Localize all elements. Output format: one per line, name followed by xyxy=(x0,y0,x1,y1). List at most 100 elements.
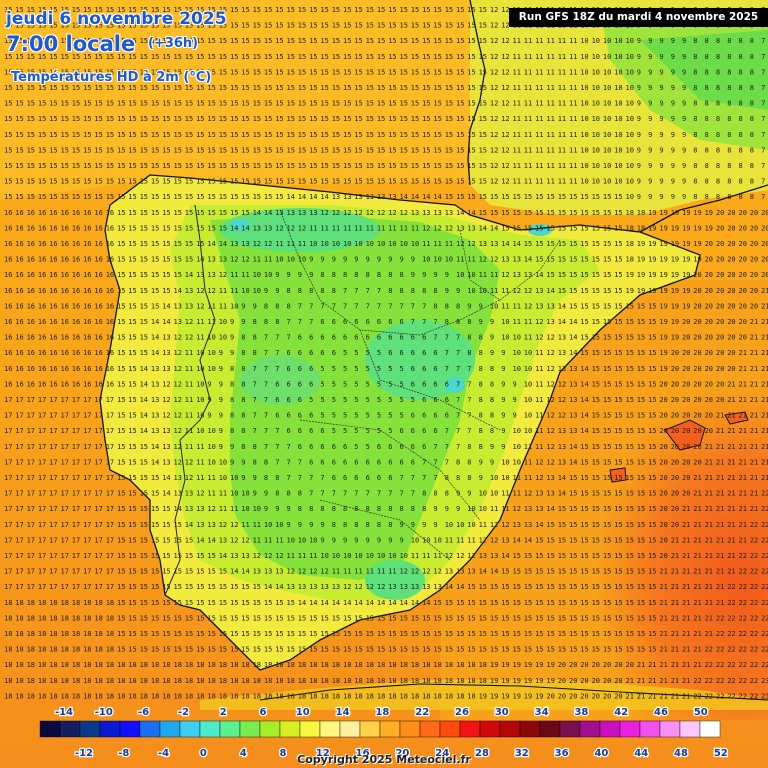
grid-value: 18 xyxy=(117,692,125,700)
grid-value: 16 xyxy=(94,318,102,326)
legend-top-label: 26 xyxy=(455,707,469,718)
grid-value: 14 xyxy=(151,443,159,451)
grid-value: 18 xyxy=(83,614,91,622)
grid-value: 21 xyxy=(739,380,747,388)
grid-value: 15 xyxy=(422,630,430,638)
grid-value: 11 xyxy=(569,53,577,61)
grid-value: 21 xyxy=(750,396,758,404)
grid-value: 15 xyxy=(174,521,182,529)
grid-value: 17 xyxy=(61,427,69,435)
grid-value: 10 xyxy=(490,474,498,482)
grid-value: 15 xyxy=(377,178,385,186)
grid-value: 8 xyxy=(332,271,336,279)
grid-value: 15 xyxy=(207,53,215,61)
grid-value: 12 xyxy=(558,412,566,420)
grid-value: 15 xyxy=(603,474,611,482)
grid-value: 15 xyxy=(27,68,35,76)
grid-value: 16 xyxy=(49,334,57,342)
grid-value: 15 xyxy=(298,646,306,654)
grid-value: 14 xyxy=(422,193,430,201)
grid-value: 10 xyxy=(614,178,622,186)
grid-value: 16 xyxy=(83,365,91,373)
grid-value: 10 xyxy=(490,302,498,310)
grid-value: 15 xyxy=(162,614,170,622)
grid-value: 22 xyxy=(739,646,747,654)
grid-value: 17 xyxy=(4,552,12,560)
grid-value: 15 xyxy=(479,6,487,14)
grid-value: 15 xyxy=(140,131,148,139)
grid-value: 16 xyxy=(61,240,69,248)
grid-value: 11 xyxy=(309,224,317,232)
grid-value: 10 xyxy=(603,37,611,45)
grid-value: 20 xyxy=(671,396,679,404)
grid-value: 11 xyxy=(490,287,498,295)
grid-value: 8 xyxy=(332,505,336,513)
legend-swatch xyxy=(199,720,221,738)
grid-value: 10 xyxy=(343,552,351,560)
grid-value: 18 xyxy=(479,661,487,669)
grid-value: 10 xyxy=(501,318,509,326)
grid-value: 15 xyxy=(479,37,487,45)
grid-value: 11 xyxy=(196,474,204,482)
grid-value: 15 xyxy=(140,552,148,560)
legend-bottom-label: 0 xyxy=(200,748,207,759)
grid-value: 8 xyxy=(739,68,743,76)
grid-value: 16 xyxy=(106,271,114,279)
grid-value: 15 xyxy=(117,568,125,576)
grid-value: 10 xyxy=(388,240,396,248)
grid-value: 18 xyxy=(433,677,441,685)
grid-value: 22 xyxy=(761,661,768,669)
grid-value: 15 xyxy=(38,53,46,61)
grid-value: 15 xyxy=(592,365,600,373)
grid-value: 15 xyxy=(637,505,645,513)
grid-value: 17 xyxy=(83,474,91,482)
grid-value: 9 xyxy=(411,256,415,264)
grid-value: 8 xyxy=(320,271,324,279)
grid-value: 15 xyxy=(287,84,295,92)
grid-value: 15 xyxy=(377,68,385,76)
grid-value: 8 xyxy=(433,287,437,295)
grid-value: 8 xyxy=(693,115,697,123)
grid-value: 15 xyxy=(162,146,170,154)
grid-value: 15 xyxy=(388,6,396,14)
grid-value: 6 xyxy=(400,443,404,451)
grid-value: 15 xyxy=(467,646,475,654)
grid-value: 10 xyxy=(196,412,204,420)
grid-value: 20 xyxy=(614,677,622,685)
grid-value: 15 xyxy=(648,427,656,435)
grid-value: 8 xyxy=(750,84,754,92)
grid-value: 15 xyxy=(614,256,622,264)
grid-value: 15 xyxy=(151,521,159,529)
grid-value: 11 xyxy=(332,568,340,576)
grid-value: 11 xyxy=(569,131,577,139)
legend-bottom-label: 20 xyxy=(395,748,409,759)
grid-value: 17 xyxy=(15,490,23,498)
grid-value: 22 xyxy=(739,677,747,685)
grid-value: 5 xyxy=(400,412,404,420)
grid-value: 6 xyxy=(287,396,291,404)
grid-value: 14 xyxy=(467,209,475,217)
grid-value: 15 xyxy=(501,614,509,622)
grid-value: 17 xyxy=(49,427,57,435)
grid-value: 15 xyxy=(320,84,328,92)
grid-value: 9 xyxy=(682,162,686,170)
grid-value: 20 xyxy=(716,209,724,217)
grid-value: 15 xyxy=(128,6,136,14)
grid-value: 15 xyxy=(445,630,453,638)
grid-value: 19 xyxy=(490,677,498,685)
grid-value: 15 xyxy=(637,334,645,342)
grid-value: 15 xyxy=(219,100,227,108)
grid-value: 12 xyxy=(230,521,238,529)
grid-value: 9 xyxy=(659,193,663,201)
grid-value: 14 xyxy=(490,568,498,576)
grid-value: 15 xyxy=(117,412,125,420)
grid-value: 15 xyxy=(535,536,543,544)
grid-value: 18 xyxy=(637,209,645,217)
grid-value: 15 xyxy=(535,599,543,607)
legend-top-label: -6 xyxy=(138,707,149,718)
grid-value: 16 xyxy=(106,209,114,217)
grid-value: 15 xyxy=(479,84,487,92)
grid-value: 18 xyxy=(83,630,91,638)
grid-value: 10 xyxy=(479,490,487,498)
grid-value: 21 xyxy=(739,458,747,466)
